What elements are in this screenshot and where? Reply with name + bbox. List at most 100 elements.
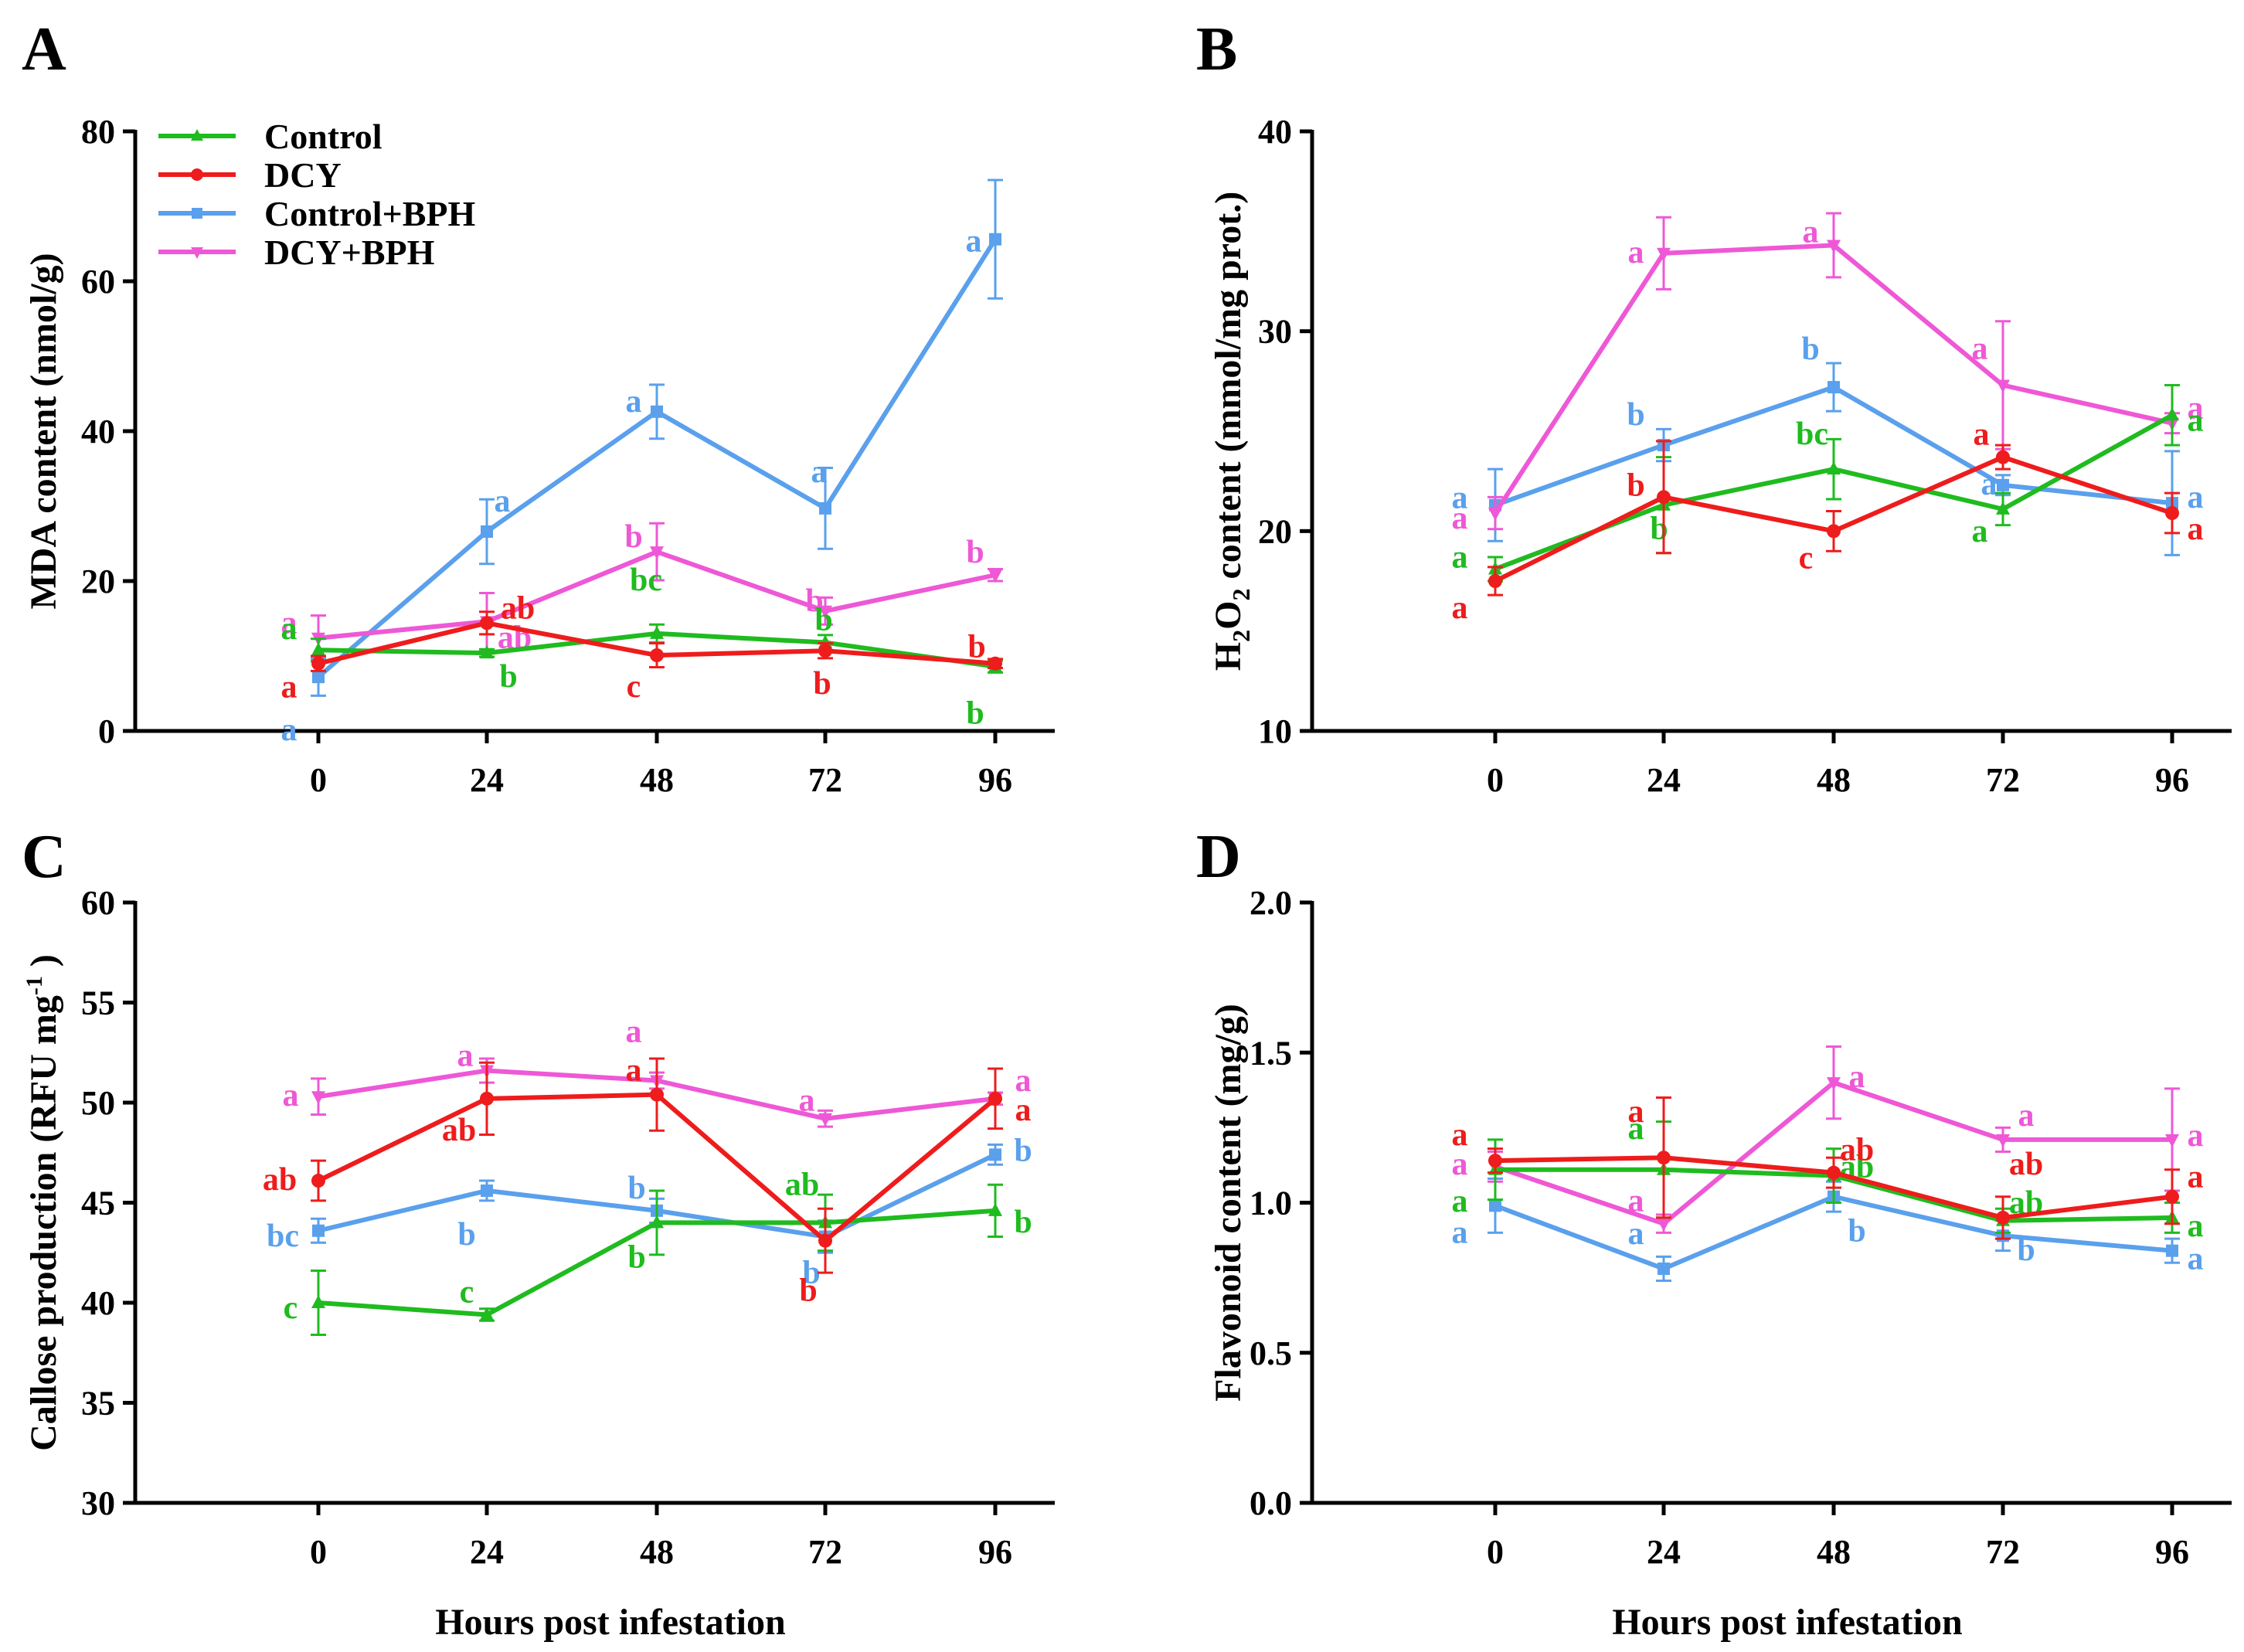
data-point — [818, 644, 832, 658]
y-axis-label: Callose production (RFU mg-1 ) — [22, 954, 64, 1451]
x-axis-label: Hours post infestation — [1612, 1602, 1962, 1643]
legend-item-dcy-bph: DCY+BPH — [158, 233, 435, 272]
data-point — [650, 625, 664, 639]
data-point — [1488, 574, 1502, 588]
legend-item-dcy: DCY — [158, 155, 342, 195]
y-tick-label: 0.5 — [1250, 1334, 1292, 1372]
significance-letter: a — [2188, 391, 2204, 427]
significance-letter: a — [2018, 1098, 2035, 1134]
y-axis-label-part: -1 — [22, 976, 47, 995]
data-point — [650, 1087, 664, 1102]
significance-letter: a — [1452, 1184, 1468, 1219]
data-point — [1658, 1262, 1670, 1275]
significance-letter: b — [966, 696, 984, 732]
data-point — [818, 605, 832, 619]
legend-label: DCY+BPH — [264, 233, 435, 272]
significance-letter: b — [499, 659, 517, 695]
significance-letter: a — [626, 384, 642, 420]
significance-letter: a — [2188, 403, 2204, 438]
x-tick-label: 72 — [1986, 761, 2020, 799]
significance-letter: a — [2188, 1242, 2204, 1277]
data-point — [311, 1091, 325, 1105]
x-axis-label: Hours post infestation — [435, 1602, 785, 1643]
significance-letter: c — [284, 1290, 298, 1326]
legend-label: DCY — [264, 155, 342, 195]
x-tick-label: 24 — [470, 1533, 504, 1571]
significance-letter: a — [1452, 1215, 1468, 1250]
y-tick-label: 20 — [1258, 512, 1292, 550]
panel-d: D 0.0 0.5 1.0 1.5 2.0 0 24 48 72 96 Hours post infe… — [1196, 823, 2232, 1643]
y-axis-label-part: content (mmol/mg prot.) — [1208, 192, 1249, 589]
significance-letter: b — [799, 1273, 817, 1309]
significance-letter: ab — [501, 590, 535, 626]
x-tick-label: 72 — [1986, 1533, 2020, 1571]
x-tick-label: 72 — [808, 761, 842, 799]
data-point — [1827, 1077, 1841, 1091]
y-tick-label: 35 — [81, 1385, 115, 1423]
y-tick-label: 45 — [81, 1185, 115, 1222]
data-point — [481, 525, 493, 538]
data-point — [480, 645, 494, 659]
data-point — [650, 648, 664, 663]
y-tick-label: 1.0 — [1250, 1185, 1292, 1222]
significance-letter: a — [281, 606, 298, 641]
y-axis-label-part: Callose production (RFU mg — [23, 995, 64, 1451]
y-tick-label: 30 — [81, 1484, 115, 1522]
data-point — [1488, 508, 1502, 522]
y-tick-label: 55 — [81, 984, 115, 1022]
x-tick-label: 48 — [1817, 761, 1851, 799]
significance-letter: a — [1628, 1111, 1644, 1147]
y-axis-label: Flavonoid content (mg/g) — [1208, 1004, 1249, 1402]
significance-letter: b — [967, 630, 985, 665]
significance-letter: b — [624, 519, 642, 555]
significance-letter: a — [1628, 1184, 1644, 1219]
data-point — [312, 1224, 325, 1237]
significance-letter: b — [1627, 397, 1644, 433]
y-axis-label-part: ) — [23, 954, 64, 976]
data-point — [1657, 247, 1671, 261]
x-tick-label: 48 — [640, 761, 674, 799]
y-axis-label-part: H — [1208, 642, 1249, 671]
legend-marker — [191, 168, 203, 181]
y-tick-label: 0.0 — [1250, 1484, 1292, 1522]
data-point — [312, 671, 325, 684]
legend-label: Control — [264, 117, 382, 156]
significance-letter: a — [1628, 1094, 1644, 1130]
data-point — [1996, 1134, 2010, 1147]
significance-letter: a — [1972, 514, 1988, 549]
significance-letter: a — [283, 1078, 299, 1113]
y-tick-label: 20 — [81, 563, 115, 600]
data-point — [988, 569, 1002, 583]
significance-letter: b — [627, 1171, 645, 1206]
data-point — [1489, 1199, 1501, 1212]
y-tick-label: 0 — [98, 712, 115, 750]
panel-c: C 30 35 40 45 50 55 60 0 24 48 72 96 Hours post infes… — [22, 823, 1055, 1643]
significance-letter: b — [1848, 1214, 1865, 1249]
significance-letter: ab — [442, 1113, 476, 1148]
data-point — [2165, 407, 2179, 421]
data-point — [2165, 506, 2179, 521]
data-point — [481, 1184, 493, 1197]
data-point — [1657, 1151, 1671, 1165]
panel-a: A 0 20 40 60 80 0 24 48 72 96 MDA content (nmol/g) a… — [22, 15, 1055, 799]
significance-letter: b — [1014, 1133, 1032, 1168]
significance-letter: b — [814, 603, 832, 638]
significance-letter: a — [811, 454, 828, 490]
x-tick-label: 48 — [640, 1533, 674, 1571]
significance-letter: a — [2188, 512, 2204, 547]
data-point — [988, 1202, 1002, 1216]
data-point — [1488, 1154, 1502, 1168]
data-point — [311, 1295, 325, 1308]
significance-letter: b — [627, 1239, 645, 1275]
significance-letter: a — [2188, 1160, 2204, 1195]
panel-letter: A — [22, 15, 66, 83]
legend-marker — [191, 129, 203, 141]
significance-letter: b — [966, 535, 984, 570]
panel-letter: C — [22, 823, 66, 891]
